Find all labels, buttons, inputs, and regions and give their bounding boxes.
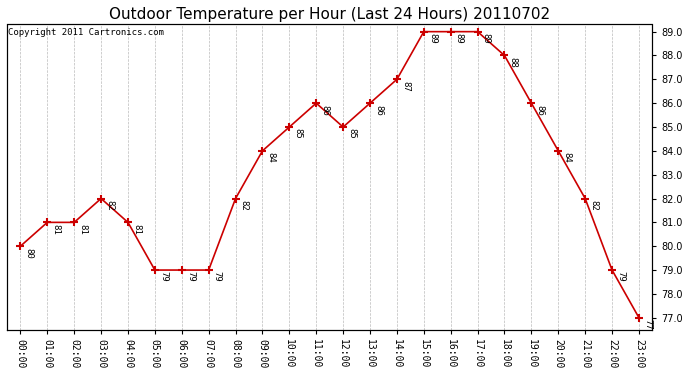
Text: 80: 80 xyxy=(25,248,34,258)
Text: 89: 89 xyxy=(482,33,491,44)
Text: 77: 77 xyxy=(643,319,652,330)
Text: 85: 85 xyxy=(347,128,356,139)
Text: 86: 86 xyxy=(374,105,383,115)
Text: 79: 79 xyxy=(616,272,625,282)
Text: 79: 79 xyxy=(159,272,168,282)
Text: 81: 81 xyxy=(132,224,141,234)
Text: 79: 79 xyxy=(186,272,195,282)
Text: 86: 86 xyxy=(320,105,329,115)
Text: 81: 81 xyxy=(52,224,61,234)
Text: 79: 79 xyxy=(213,272,221,282)
Text: 82: 82 xyxy=(239,200,248,211)
Text: 82: 82 xyxy=(106,200,115,211)
Text: 85: 85 xyxy=(293,128,302,139)
Text: 86: 86 xyxy=(535,105,544,115)
Text: 82: 82 xyxy=(589,200,598,211)
Text: 87: 87 xyxy=(401,81,410,92)
Text: 88: 88 xyxy=(509,57,518,68)
Title: Outdoor Temperature per Hour (Last 24 Hours) 20110702: Outdoor Temperature per Hour (Last 24 Ho… xyxy=(109,7,550,22)
Text: 89: 89 xyxy=(428,33,437,44)
Text: 84: 84 xyxy=(562,152,571,163)
Text: 81: 81 xyxy=(79,224,88,234)
Text: 84: 84 xyxy=(266,152,275,163)
Text: 89: 89 xyxy=(455,33,464,44)
Text: Copyright 2011 Cartronics.com: Copyright 2011 Cartronics.com xyxy=(8,27,164,36)
